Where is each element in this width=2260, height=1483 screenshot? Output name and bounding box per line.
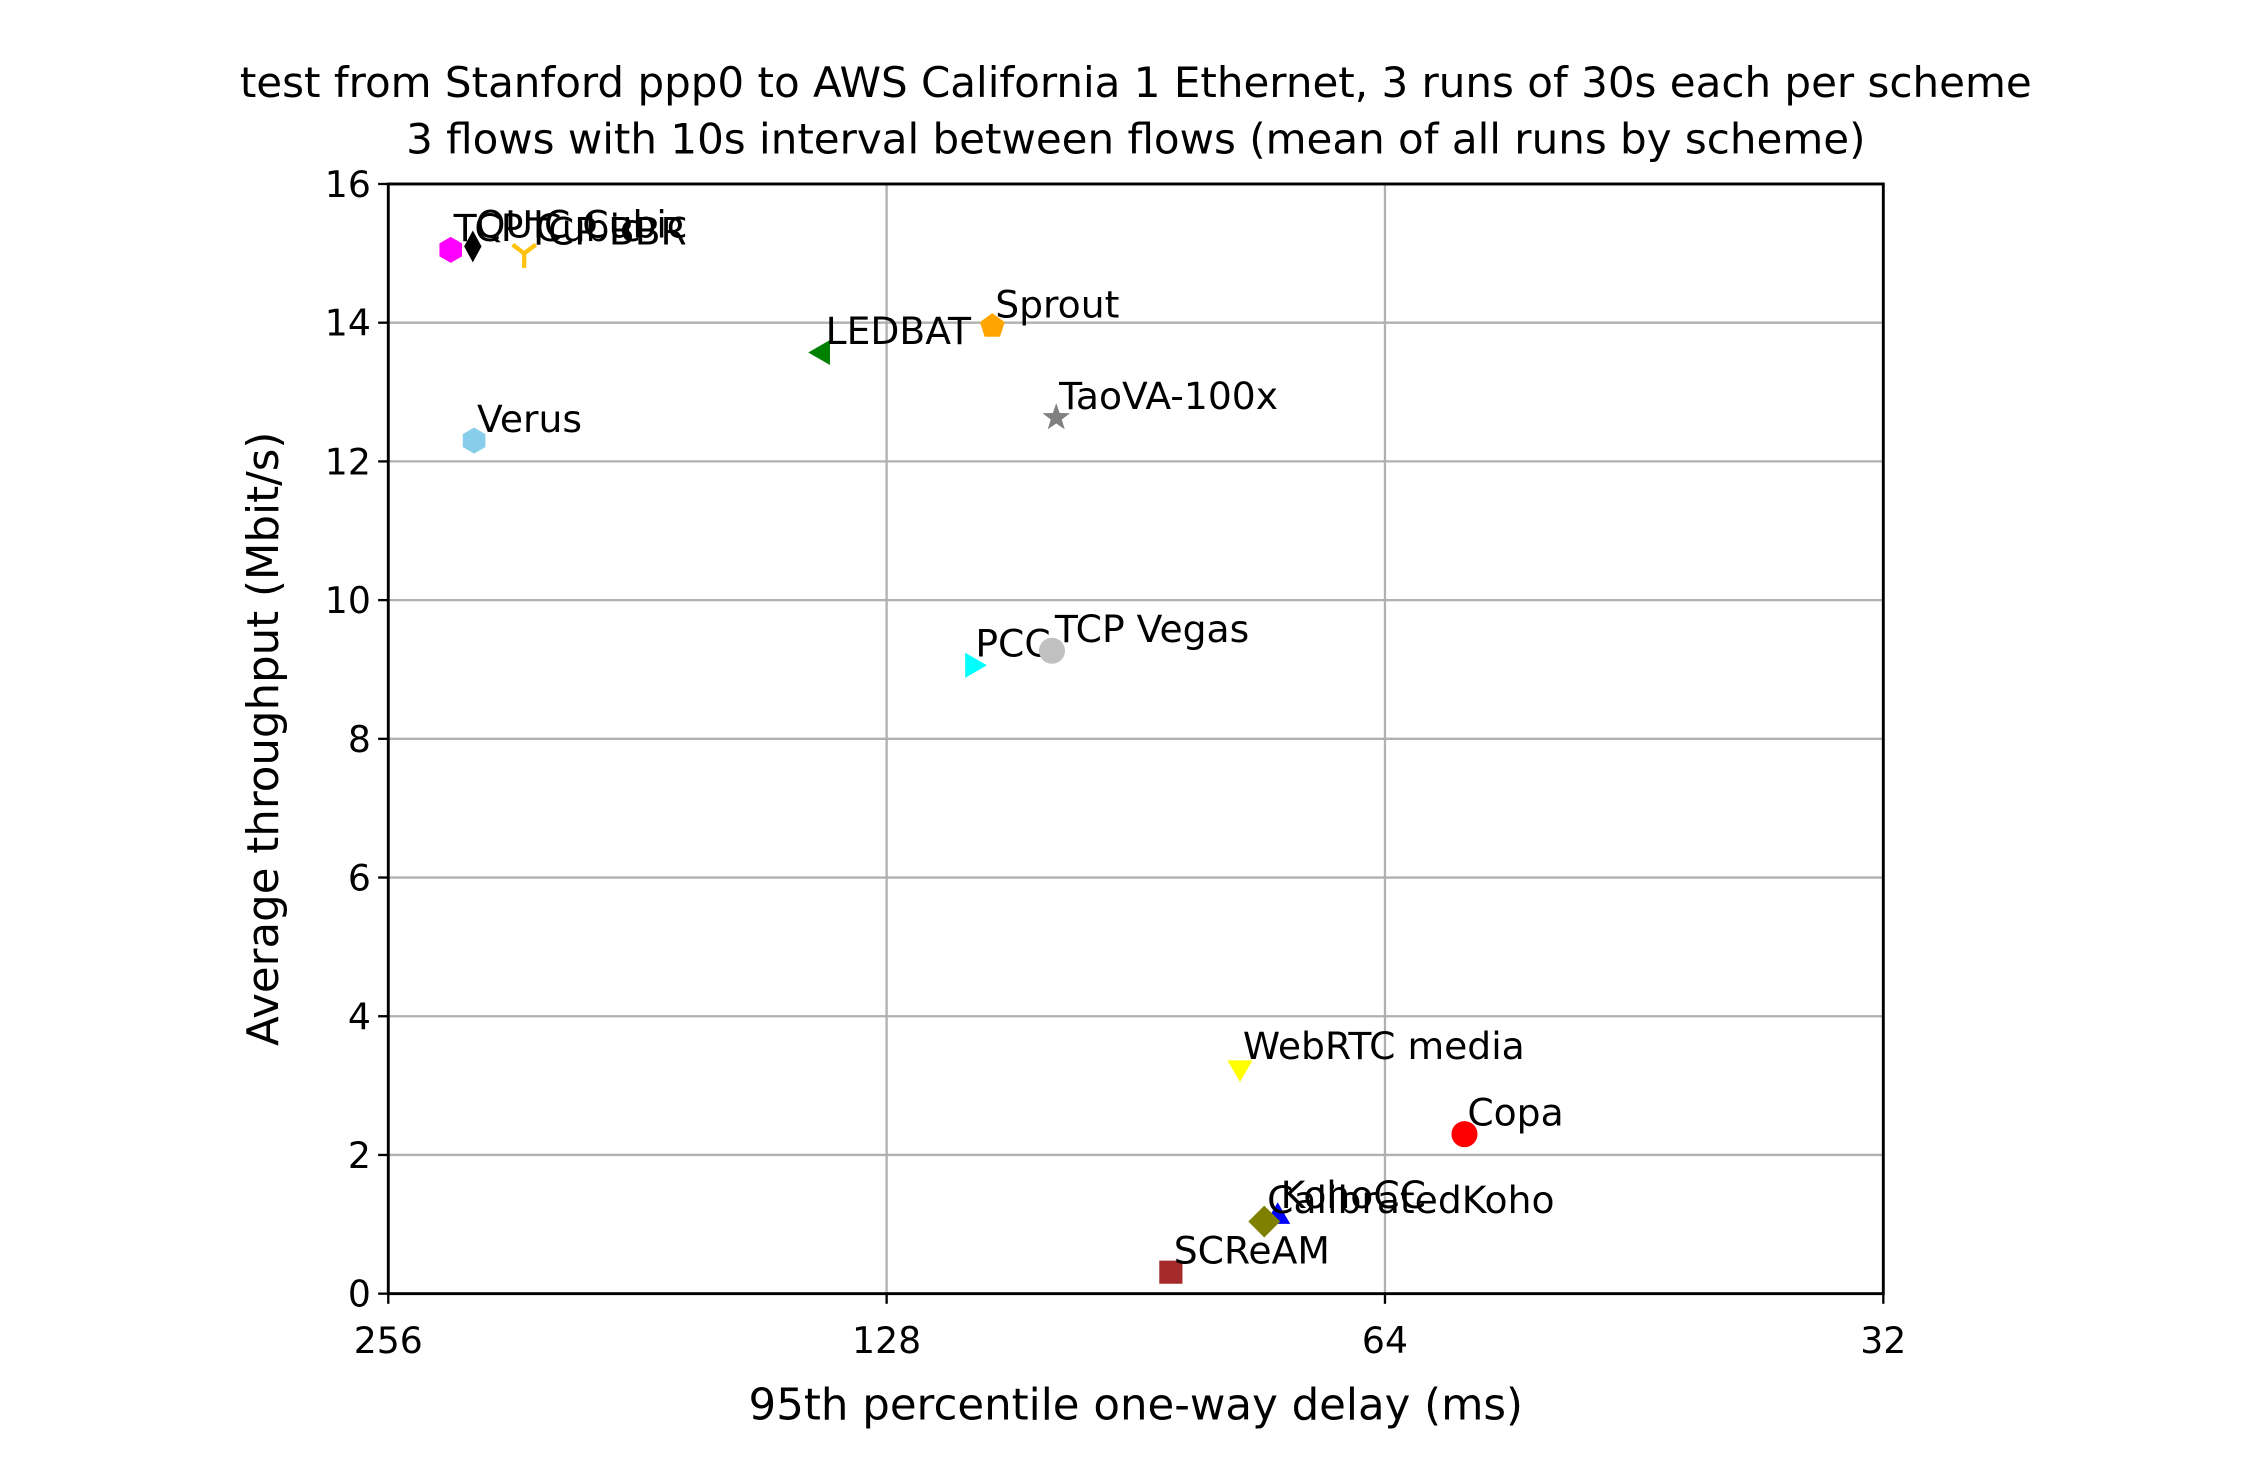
point-label: Copa [1467, 1090, 1563, 1134]
point [965, 652, 987, 678]
x-tick-label: 32 [1860, 1319, 1906, 1362]
point [979, 313, 1005, 337]
point-label: SCReAM [1174, 1228, 1330, 1272]
y-tick-label: 0 [348, 1273, 371, 1316]
point [511, 242, 538, 268]
x-tick-label: 128 [852, 1319, 921, 1362]
x-tick-label: 256 [354, 1319, 423, 1362]
point [1159, 1260, 1183, 1284]
point [1038, 637, 1066, 664]
y-tick-label: 10 [325, 579, 371, 622]
point [1227, 1060, 1253, 1083]
y-tick-label: 6 [348, 857, 371, 900]
y-tick-label: 12 [325, 440, 371, 483]
point-label: TCP BBR [526, 210, 687, 254]
point [808, 339, 830, 366]
point-label: Verus [477, 397, 582, 441]
point [464, 230, 482, 263]
y-tick-label: 14 [325, 302, 371, 345]
point [462, 427, 486, 454]
point-label: KohoCC [1281, 1173, 1426, 1217]
point [1451, 1121, 1478, 1148]
point-label: TCP Cubic [453, 206, 641, 250]
point-label: Sprout [995, 282, 1119, 326]
x-axis-label: 95th percentile one-way delay (ms) [749, 1381, 1523, 1431]
y-tick-label: 16 [325, 163, 371, 206]
point [439, 236, 463, 263]
point-label: WebRTC media [1243, 1024, 1525, 1068]
point [1042, 403, 1071, 430]
point-label: TaoVA-100x [1058, 374, 1278, 418]
y-tick-label: 8 [348, 718, 371, 761]
y-tick-label: 4 [348, 995, 371, 1038]
point-label: CalibratedKoho [1267, 1178, 1554, 1222]
chart-subtitle: 3 flows with 10s interval between flows … [406, 115, 1865, 164]
y-axis-label: Average throughput (Mbit/s) [239, 432, 289, 1046]
chart-title: test from Stanford ppp0 to AWS Californi… [240, 58, 2032, 107]
plot-frame [386, 182, 1885, 1296]
point-label: TCP Vegas [1054, 607, 1249, 651]
point-label: PCC [975, 622, 1050, 666]
point-label: LEDBAT [826, 309, 972, 353]
x-tick-label: 64 [1362, 1319, 1408, 1362]
y-tick-label: 2 [348, 1134, 371, 1177]
point-label: QUIC Cubic [476, 203, 688, 247]
